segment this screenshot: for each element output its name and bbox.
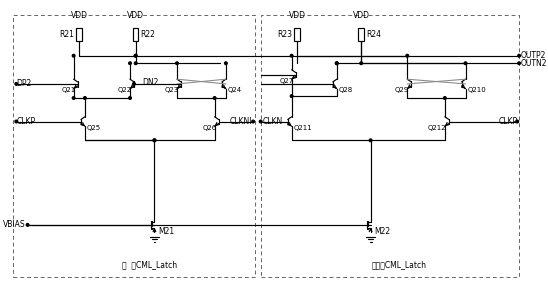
Circle shape bbox=[134, 62, 137, 65]
Text: Q29: Q29 bbox=[395, 88, 409, 93]
Bar bbox=[77, 28, 82, 41]
Circle shape bbox=[335, 62, 338, 65]
Text: Q23: Q23 bbox=[164, 88, 179, 93]
Text: 第二级CML_Latch: 第二级CML_Latch bbox=[372, 260, 426, 269]
Circle shape bbox=[290, 55, 293, 57]
Circle shape bbox=[516, 120, 518, 123]
Circle shape bbox=[72, 97, 75, 99]
Circle shape bbox=[134, 55, 137, 57]
Circle shape bbox=[518, 62, 521, 65]
Circle shape bbox=[129, 97, 132, 99]
Text: VDD: VDD bbox=[71, 11, 88, 20]
Circle shape bbox=[335, 62, 338, 65]
Text: VDD: VDD bbox=[289, 11, 306, 20]
Text: R21: R21 bbox=[60, 30, 75, 39]
Circle shape bbox=[225, 62, 227, 65]
Text: Q28: Q28 bbox=[339, 88, 353, 93]
Circle shape bbox=[176, 62, 178, 65]
Bar bbox=[294, 28, 300, 41]
Text: R24: R24 bbox=[366, 30, 381, 39]
Text: CLKN: CLKN bbox=[262, 117, 283, 126]
Circle shape bbox=[133, 83, 135, 85]
Circle shape bbox=[84, 97, 86, 99]
Circle shape bbox=[72, 55, 75, 57]
Text: Q27: Q27 bbox=[279, 78, 294, 84]
Text: CLKP: CLKP bbox=[16, 117, 36, 126]
Text: Q210: Q210 bbox=[467, 88, 486, 93]
Text: OUTP2: OUTP2 bbox=[521, 51, 546, 60]
Text: DP2: DP2 bbox=[16, 79, 32, 88]
Text: CLKP: CLKP bbox=[499, 117, 518, 126]
Text: Q212: Q212 bbox=[428, 125, 447, 131]
Text: Q24: Q24 bbox=[228, 88, 242, 93]
Circle shape bbox=[369, 139, 372, 142]
Text: M22: M22 bbox=[374, 227, 390, 236]
Text: DN2: DN2 bbox=[142, 77, 159, 86]
Circle shape bbox=[153, 139, 156, 142]
Text: Q211: Q211 bbox=[294, 125, 312, 131]
Bar bbox=[358, 28, 364, 41]
Text: R23: R23 bbox=[278, 30, 293, 39]
Circle shape bbox=[518, 55, 521, 57]
Circle shape bbox=[290, 95, 293, 97]
Bar bbox=[133, 28, 139, 41]
Circle shape bbox=[252, 120, 254, 123]
Text: Q21: Q21 bbox=[61, 88, 76, 93]
Circle shape bbox=[213, 97, 216, 99]
Circle shape bbox=[26, 224, 29, 226]
Circle shape bbox=[153, 139, 156, 142]
Circle shape bbox=[15, 120, 18, 123]
Circle shape bbox=[360, 62, 363, 65]
Circle shape bbox=[134, 55, 137, 57]
Circle shape bbox=[464, 62, 467, 65]
Text: VBIAS: VBIAS bbox=[3, 220, 26, 229]
Circle shape bbox=[15, 83, 18, 85]
Circle shape bbox=[129, 62, 132, 65]
Text: VDD: VDD bbox=[127, 11, 144, 20]
Circle shape bbox=[406, 55, 409, 57]
Text: OUTN2: OUTN2 bbox=[521, 59, 547, 68]
Circle shape bbox=[259, 120, 262, 123]
Text: R22: R22 bbox=[140, 30, 155, 39]
Text: Q25: Q25 bbox=[87, 125, 101, 131]
Text: Q22: Q22 bbox=[118, 88, 132, 93]
Text: M21: M21 bbox=[158, 227, 174, 236]
Text: CLKNI: CLKNI bbox=[230, 117, 252, 126]
Circle shape bbox=[443, 97, 446, 99]
Text: 第  级CML_Latch: 第 级CML_Latch bbox=[122, 260, 178, 269]
Text: VDD: VDD bbox=[353, 11, 370, 20]
Text: Q26: Q26 bbox=[202, 125, 216, 131]
